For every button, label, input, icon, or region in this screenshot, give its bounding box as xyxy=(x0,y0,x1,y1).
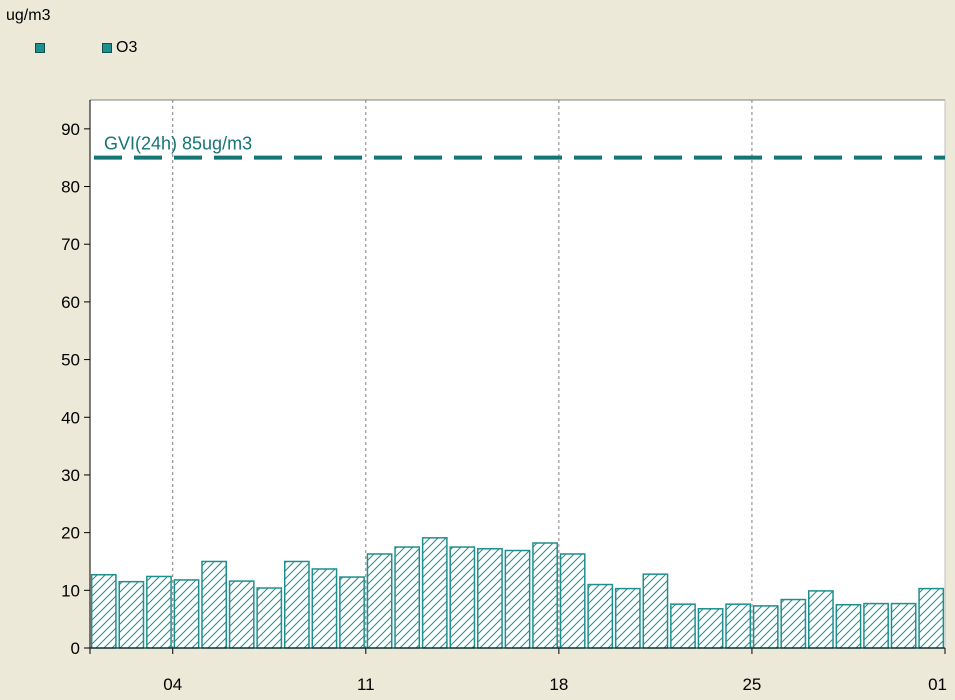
bar xyxy=(421,537,448,649)
bar xyxy=(752,605,779,649)
bar xyxy=(228,580,255,649)
y-tick-label: 30 xyxy=(61,466,80,485)
x-tick-label: 11 xyxy=(357,675,375,694)
bar xyxy=(614,587,641,649)
y-tick-label: 90 xyxy=(61,120,80,139)
bar xyxy=(670,603,696,649)
y-tick-label: 70 xyxy=(61,235,80,254)
bar xyxy=(697,608,724,649)
bar xyxy=(725,603,752,649)
bar xyxy=(587,583,614,649)
bar xyxy=(449,546,476,649)
legend-swatch-icon xyxy=(102,43,112,53)
bar xyxy=(146,575,172,649)
x-tick-label: 01 xyxy=(928,675,947,694)
bar xyxy=(394,546,421,649)
bar xyxy=(890,602,917,649)
legend-item-unnamed xyxy=(35,39,49,57)
x-tick-label: 25 xyxy=(742,675,761,694)
bar xyxy=(477,548,503,649)
bar xyxy=(642,573,669,649)
bar xyxy=(339,576,365,649)
bar xyxy=(311,568,338,649)
x-tick-label: 04 xyxy=(163,675,182,694)
bar xyxy=(173,579,200,649)
y-tick-label: 80 xyxy=(61,178,80,197)
y-tick-label: 0 xyxy=(71,639,80,658)
x-tick-label: 18 xyxy=(549,675,568,694)
bar xyxy=(835,603,862,649)
bar xyxy=(808,590,834,649)
bar xyxy=(918,587,945,649)
bar xyxy=(201,560,227,649)
legend-label: O3 xyxy=(116,39,138,56)
bar xyxy=(532,542,558,649)
bar xyxy=(366,553,393,649)
bar xyxy=(256,587,283,649)
y-tick-label: 60 xyxy=(61,293,80,312)
y-tick-label: 50 xyxy=(61,351,80,370)
bar xyxy=(283,560,310,649)
bar xyxy=(504,549,531,649)
legend-swatch-icon xyxy=(35,43,45,53)
bar xyxy=(559,553,586,649)
bar xyxy=(118,580,145,649)
y-tick-label: 10 xyxy=(61,581,80,600)
reference-line-label: GVI(24h) 85ug/m3 xyxy=(104,134,252,154)
y-tick-label: 20 xyxy=(61,524,80,543)
bar xyxy=(90,573,117,649)
y-tick-label: 40 xyxy=(61,408,80,427)
y-unit-label: ug/m3 xyxy=(6,7,51,24)
bar xyxy=(780,598,807,649)
legend-item-o3: O3 xyxy=(102,39,137,57)
bar xyxy=(863,602,889,649)
